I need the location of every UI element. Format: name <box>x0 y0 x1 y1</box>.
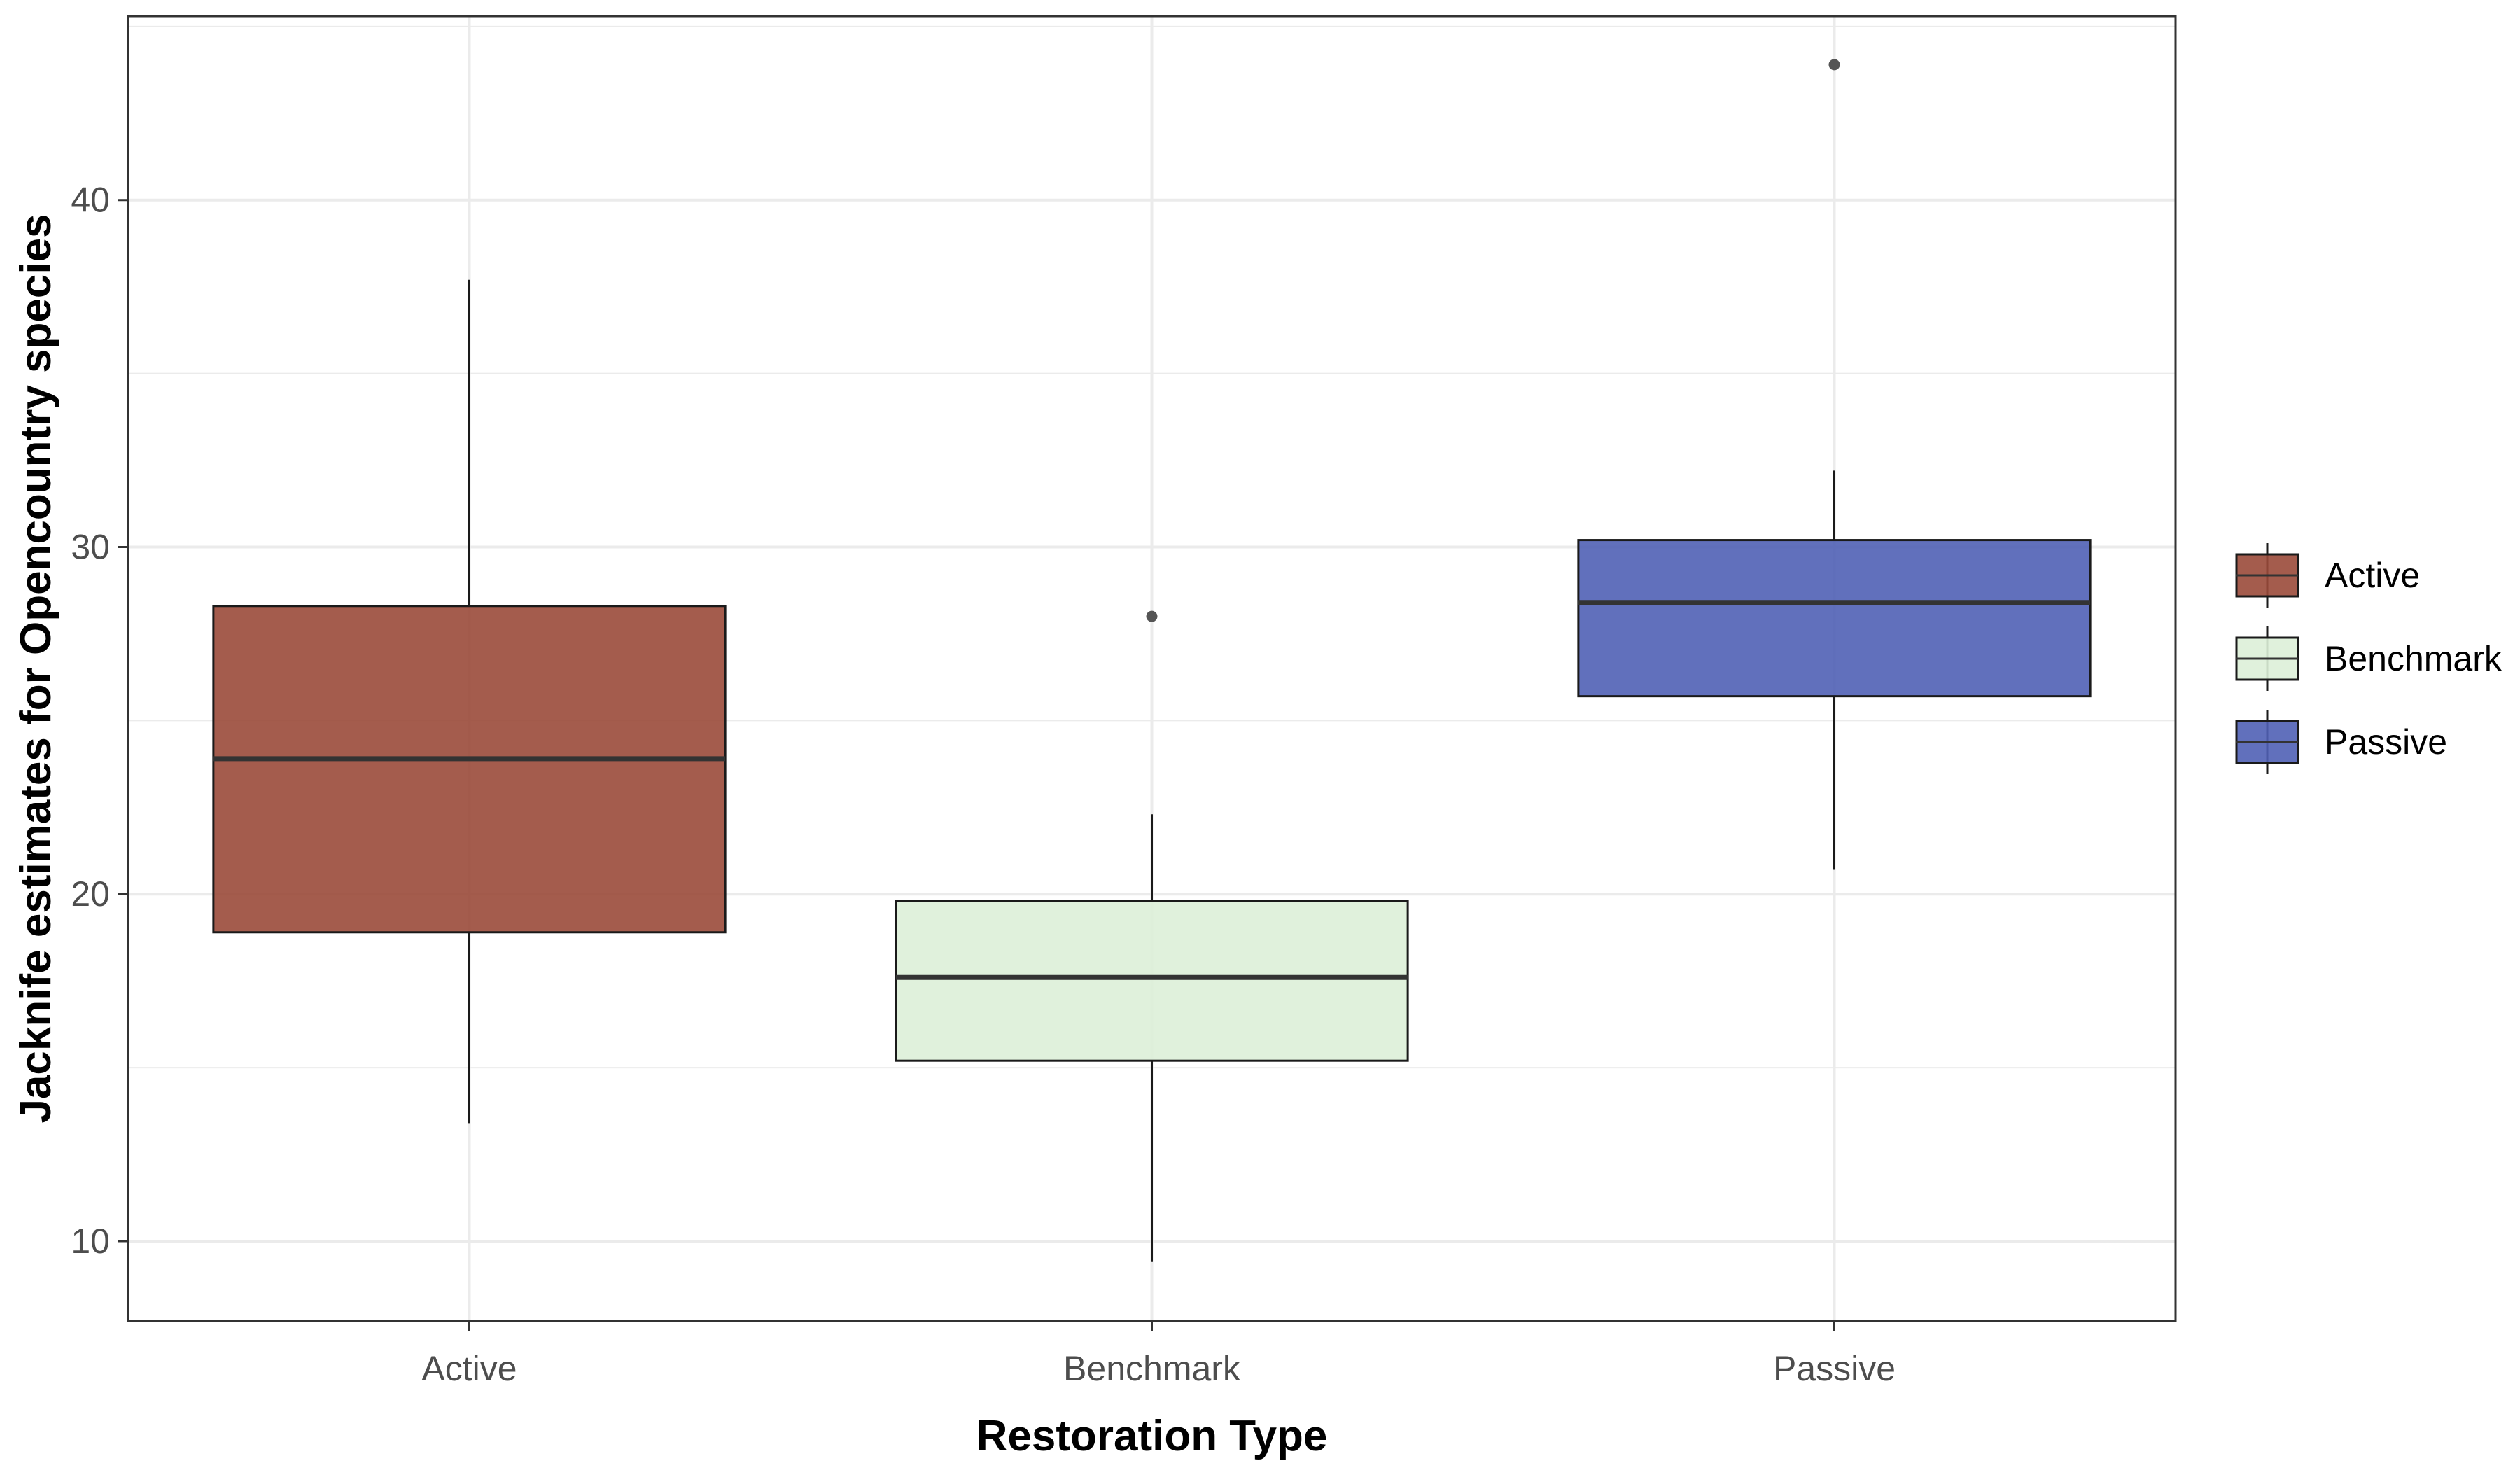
legend-label: Passive <box>2325 722 2447 762</box>
x-tick-label: Active <box>421 1349 517 1388</box>
y-tick-label: 40 <box>71 181 110 220</box>
x-axis-title: Restoration Type <box>976 1412 1328 1460</box>
outlier-point <box>1828 59 1840 71</box>
y-tick-label: 30 <box>71 527 110 566</box>
box-benchmark <box>895 610 1409 1262</box>
y-tick-label: 20 <box>71 874 110 913</box>
box-rect <box>895 899 1409 1062</box>
legend-item-passive: Passive <box>2235 710 2447 774</box>
x-tick-label: Benchmark <box>1063 1349 1241 1388</box>
legend-item-benchmark: Benchmark <box>2235 626 2502 691</box>
legend-label: Active <box>2325 556 2420 595</box>
y-axis-title: Jacknife estimates for Opencountry speci… <box>12 214 60 1123</box>
legend: Active Benchmark Passive <box>2235 543 2502 774</box>
legend-item-active: Active <box>2235 543 2420 608</box>
y-tick-label: 10 <box>71 1222 110 1261</box>
axes: 10 20 30 40 Active Benchmark Passive <box>71 181 1896 1388</box>
box-passive <box>1577 59 2092 870</box>
box-rect <box>1577 539 2092 698</box>
boxes <box>212 59 2092 1262</box>
x-tick-label: Passive <box>1773 1349 1896 1388</box>
legend-label: Benchmark <box>2325 639 2502 678</box>
box-active <box>212 279 727 1124</box>
outlier-point <box>1146 610 1158 622</box>
box-rect <box>212 605 727 934</box>
